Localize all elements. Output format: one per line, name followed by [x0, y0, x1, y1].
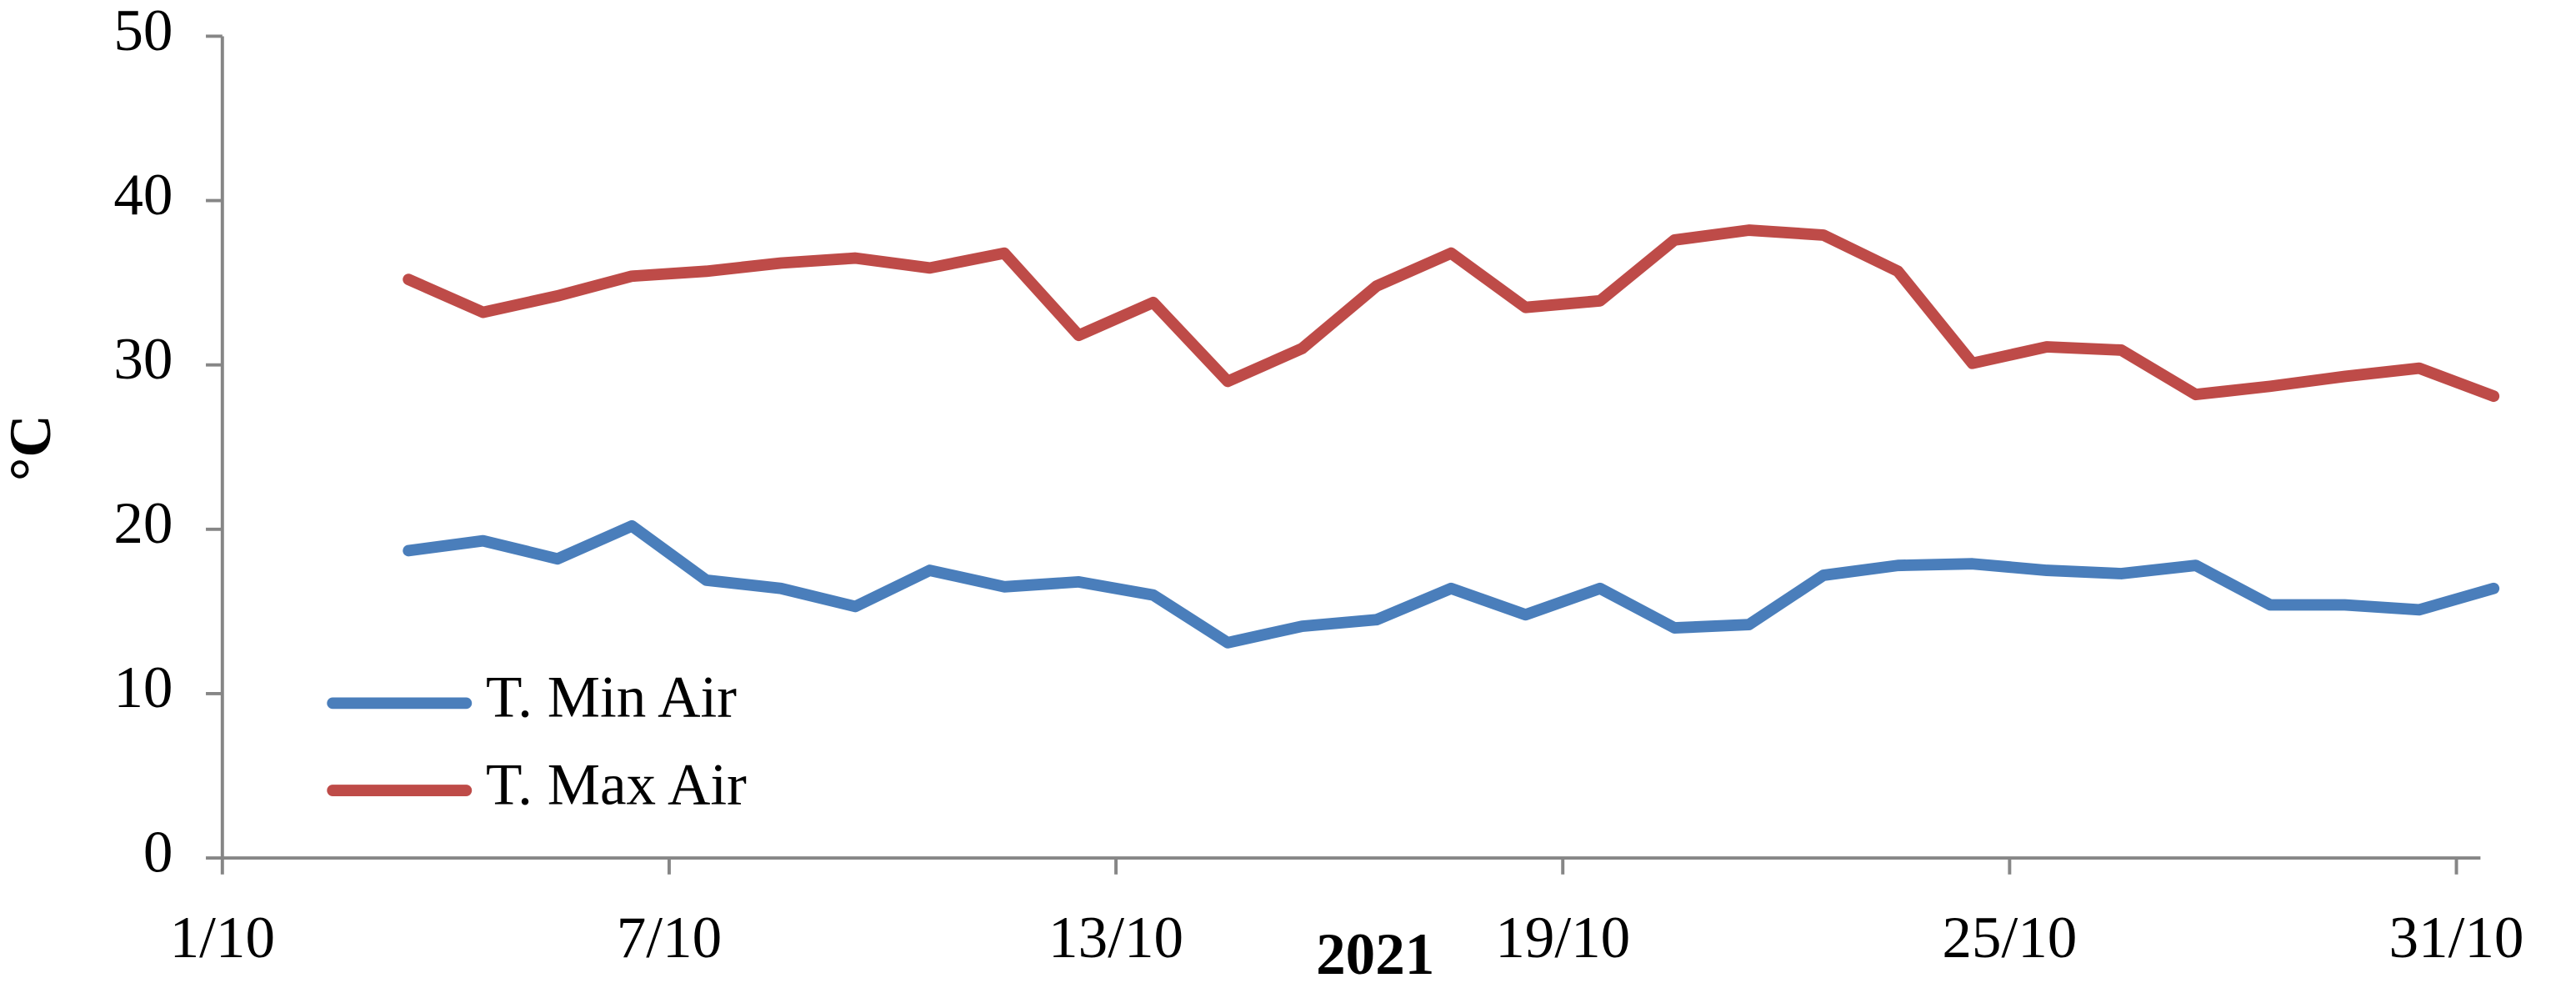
y-tick-label: 0 — [143, 820, 173, 885]
x-tick-label: 31/10 — [2388, 905, 2523, 970]
x-tick-label: 19/10 — [1495, 905, 1630, 970]
x-tick-label: 13/10 — [1048, 905, 1183, 970]
x-tick-label: 25/10 — [1942, 905, 2077, 970]
line-series — [403, 224, 2500, 403]
y-tick-label: 50 — [113, 0, 173, 63]
x-axis-label: 2021 — [1316, 922, 1434, 987]
legend-label: T. Min Air — [486, 665, 737, 730]
y-axis-label: °C — [0, 414, 63, 481]
x-tick-label: 7/10 — [617, 905, 722, 970]
line-series — [403, 519, 2500, 649]
y-tick-label: 40 — [113, 163, 173, 228]
legend-label: T. Max Air — [486, 752, 747, 817]
y-tick-label: 10 — [113, 655, 173, 720]
y-tick-label: 20 — [113, 491, 173, 556]
y-tick-label: 30 — [113, 327, 173, 392]
x-tick-label: 1/10 — [170, 905, 275, 970]
